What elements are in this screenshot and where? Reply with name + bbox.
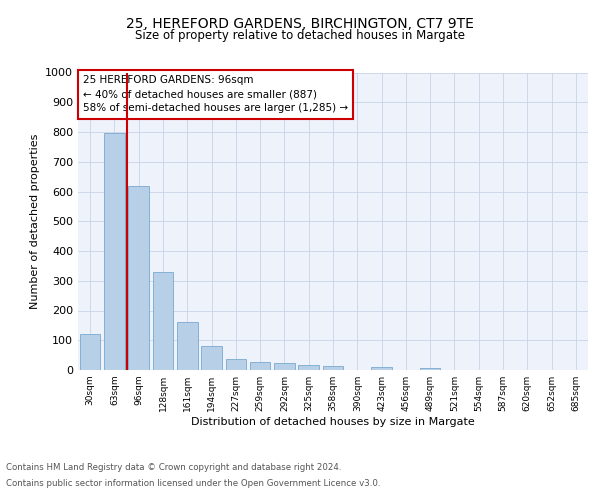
Text: Contains HM Land Registry data © Crown copyright and database right 2024.: Contains HM Land Registry data © Crown c… [6, 464, 341, 472]
Bar [274, 362, 295, 370]
Bar [250, 362, 271, 370]
Bar [371, 367, 392, 370]
Bar [80, 334, 100, 370]
Bar [323, 366, 343, 370]
Bar [420, 368, 440, 370]
Bar [128, 186, 149, 370]
Bar [104, 134, 125, 370]
Bar [201, 346, 222, 370]
Bar [152, 272, 173, 370]
Text: 25 HEREFORD GARDENS: 96sqm
← 40% of detached houses are smaller (887)
58% of sem: 25 HEREFORD GARDENS: 96sqm ← 40% of deta… [83, 76, 348, 114]
Text: Size of property relative to detached houses in Margate: Size of property relative to detached ho… [135, 29, 465, 42]
Text: Contains public sector information licensed under the Open Government Licence v3: Contains public sector information licen… [6, 478, 380, 488]
Text: 25, HEREFORD GARDENS, BIRCHINGTON, CT7 9TE: 25, HEREFORD GARDENS, BIRCHINGTON, CT7 9… [126, 18, 474, 32]
Bar [226, 358, 246, 370]
X-axis label: Distribution of detached houses by size in Margate: Distribution of detached houses by size … [191, 417, 475, 427]
Bar [177, 322, 197, 370]
Bar [298, 364, 319, 370]
Y-axis label: Number of detached properties: Number of detached properties [29, 134, 40, 309]
